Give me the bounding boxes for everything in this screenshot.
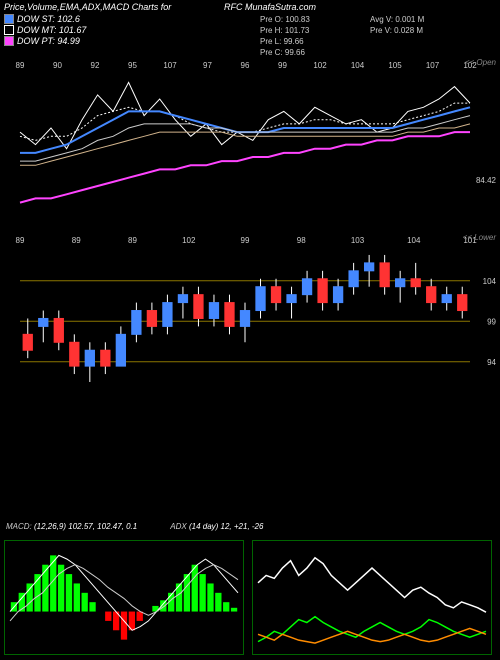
svg-text:96: 96 bbox=[241, 61, 250, 70]
svg-text:94: 94 bbox=[487, 358, 496, 367]
svg-text:99: 99 bbox=[278, 61, 287, 70]
svg-text:95: 95 bbox=[128, 61, 137, 70]
adx-values: (14 day) 12, +21, -26 bbox=[189, 522, 264, 531]
svg-text:107: 107 bbox=[426, 61, 440, 70]
svg-text:99: 99 bbox=[487, 317, 496, 326]
macd-values: (12,26,9) 102.57, 102.47, 0.1 bbox=[34, 522, 137, 531]
svg-text:92: 92 bbox=[91, 61, 100, 70]
legend: DOW ST: 102.6DOW MT: 101.67DOW PT: 94.99 bbox=[4, 14, 86, 47]
svg-text:97: 97 bbox=[203, 61, 212, 70]
svg-text:99: 99 bbox=[241, 236, 250, 245]
svg-text:90: 90 bbox=[53, 61, 62, 70]
svg-text:104: 104 bbox=[407, 236, 421, 245]
macd-panel bbox=[4, 540, 244, 655]
svg-text:89: 89 bbox=[128, 236, 137, 245]
svg-text:102: 102 bbox=[182, 236, 196, 245]
volume-info-right: Avg V: 0.001 MPre V: 0.028 M bbox=[370, 14, 424, 36]
svg-text:105: 105 bbox=[388, 61, 402, 70]
ema-price-panel: 8990929510797969910210410510710284.42 bbox=[0, 60, 500, 230]
adx-panel bbox=[252, 540, 492, 655]
title-symbol: RFC MunafaSutra.com bbox=[224, 2, 316, 12]
svg-text:89: 89 bbox=[16, 236, 25, 245]
svg-text:104: 104 bbox=[483, 277, 497, 286]
svg-text:103: 103 bbox=[351, 236, 365, 245]
macd-footer: MACD: (12,26,9) 102.57, 102.47, 0.1 ADX … bbox=[6, 522, 263, 531]
svg-text:89: 89 bbox=[16, 61, 25, 70]
chart-header: Price,Volume,EMA,ADX,MACD Charts for RFC… bbox=[4, 2, 496, 12]
macd-label: MACD: bbox=[6, 522, 32, 531]
svg-text:107: 107 bbox=[163, 61, 177, 70]
price-info-left: Pre O: 100.83Pre H: 101.73Pre L: 99.66Pr… bbox=[260, 14, 310, 58]
svg-text:102: 102 bbox=[313, 61, 327, 70]
panel1-label: << Open bbox=[465, 58, 496, 67]
candlestick-panel: 89898910299981031041011049994 bbox=[0, 235, 500, 390]
svg-text:89: 89 bbox=[72, 236, 81, 245]
svg-text:98: 98 bbox=[297, 236, 306, 245]
svg-text:84.42: 84.42 bbox=[476, 176, 497, 185]
adx-label: ADX bbox=[170, 522, 186, 531]
svg-text:104: 104 bbox=[351, 61, 365, 70]
title-prefix: Price,Volume,EMA,ADX,MACD Charts for bbox=[4, 2, 171, 12]
panel2-label: << Lower bbox=[463, 233, 496, 242]
